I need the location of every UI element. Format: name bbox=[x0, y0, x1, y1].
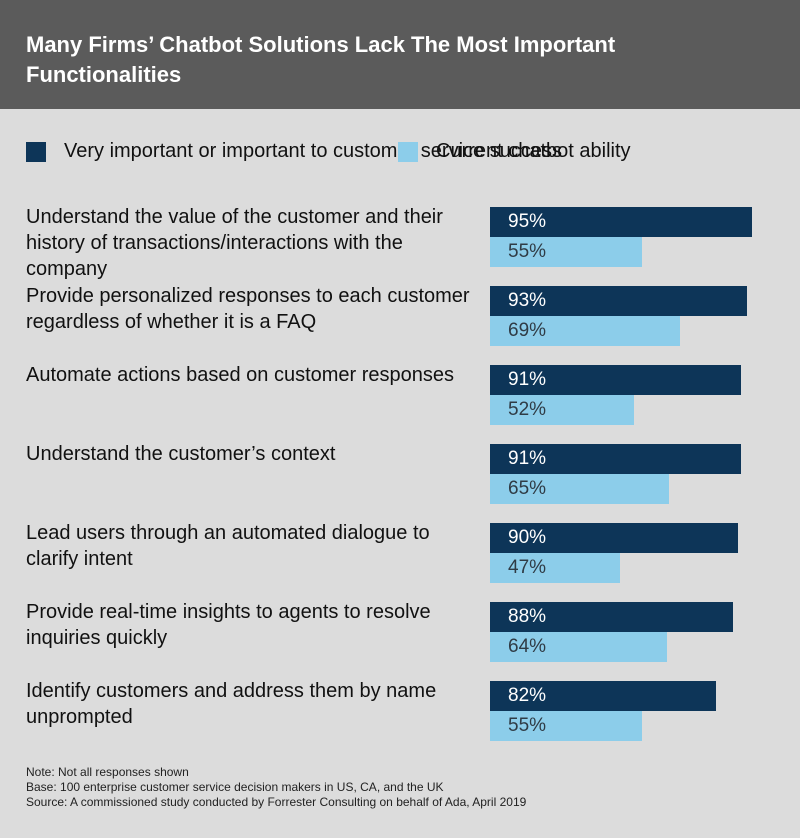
category-label: Identify customers and address them by n… bbox=[26, 680, 437, 728]
chart-title: Many Firms’ Chatbot Solutions Lack The M… bbox=[26, 32, 616, 87]
legend: Very important or important to customer … bbox=[0, 138, 800, 188]
category-label: Automate actions based on customer respo… bbox=[26, 364, 455, 386]
category-label: Understand the customer’s context bbox=[26, 443, 336, 465]
bar-current: 55% bbox=[490, 711, 642, 741]
chart-row: Identify customers and address them by n… bbox=[0, 670, 800, 742]
header-banner: Many Firms’ Chatbot Solutions Lack The M… bbox=[0, 0, 800, 109]
source-line: Source: A commissioned study conducted b… bbox=[26, 795, 527, 809]
bar-current: 69% bbox=[490, 316, 681, 346]
bar-important: 88% bbox=[490, 602, 733, 632]
bar-current: 65% bbox=[490, 474, 670, 504]
legend-swatch-current bbox=[398, 142, 418, 162]
chart-row: Provide real-time insights to agents to … bbox=[0, 591, 800, 663]
bar-current: 64% bbox=[490, 632, 667, 662]
legend-swatch-important bbox=[26, 142, 46, 162]
category-label: Provide personalized responses to each c… bbox=[26, 285, 470, 333]
bar-current: 55% bbox=[490, 237, 642, 267]
bar-current: 52% bbox=[490, 395, 634, 425]
chart-row: Automate actions based on customer respo… bbox=[0, 354, 800, 426]
base-line: Base: 100 enterprise customer service de… bbox=[26, 780, 444, 794]
bar-important: 95% bbox=[490, 207, 753, 237]
bar-important: 91% bbox=[490, 365, 742, 395]
category-label: Understand the value of the customer and… bbox=[26, 206, 443, 280]
bar-important: 90% bbox=[490, 523, 739, 553]
bar-important: 91% bbox=[490, 444, 742, 474]
bar-important: 82% bbox=[490, 681, 717, 711]
legend-label-current: Current chatbot ability bbox=[436, 140, 631, 162]
chart-row: Understand the customer’s context 91% 65% bbox=[0, 433, 800, 505]
footnotes: Note: Not all responses shown Base: 100 … bbox=[26, 765, 786, 810]
chart-row: Lead users through an automated dialogue… bbox=[0, 512, 800, 584]
category-label: Provide real-time insights to agents to … bbox=[26, 601, 431, 649]
note-line: Note: Not all responses shown bbox=[26, 765, 189, 779]
chart-row: Provide personalized responses to each c… bbox=[0, 275, 800, 347]
legend-label-important: Very important or important to customer … bbox=[64, 140, 562, 162]
bar-current: 47% bbox=[490, 553, 620, 583]
chart-row: Understand the value of the customer and… bbox=[0, 196, 800, 280]
category-label: Lead users through an automated dialogue… bbox=[26, 522, 430, 570]
bar-important: 93% bbox=[490, 286, 747, 316]
